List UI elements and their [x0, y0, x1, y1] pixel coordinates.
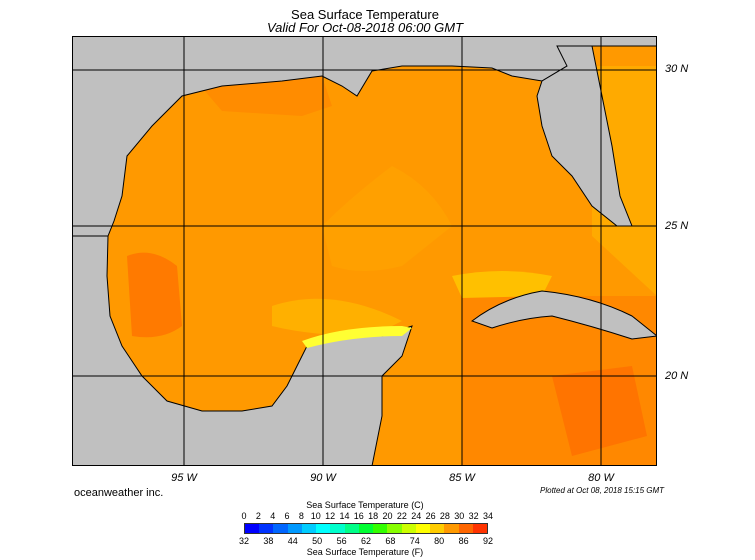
legend-tick-fahrenheit: 92 [482, 536, 494, 546]
legend-title-celsius: Sea Surface Temperature (C) [306, 500, 424, 510]
legend-tick-celsius: 4 [270, 511, 276, 521]
sst-warm-patch-caribbean [552, 366, 647, 456]
legend-tick-celsius: 32 [468, 511, 479, 521]
lon-label-90w: 90 W [310, 472, 336, 484]
legend-tick-celsius: 28 [439, 511, 450, 521]
legend-tick-celsius: 30 [454, 511, 465, 521]
lat-label-30n: 30 N [665, 63, 689, 75]
sst-map-svg [72, 36, 657, 466]
sst-atlantic [592, 66, 657, 296]
legend-swatch [287, 524, 302, 533]
legend-swatch [444, 524, 459, 533]
legend-swatch [273, 524, 288, 533]
legend-tick-celsius: 22 [396, 511, 407, 521]
legend-tick-fahrenheit: 68 [385, 536, 396, 546]
legend-tick-celsius: 16 [353, 511, 364, 521]
legend-swatch [245, 524, 260, 533]
legend-colorbar [244, 523, 488, 534]
legend-tick-celsius: 14 [339, 511, 350, 521]
legend-tick-celsius: 12 [325, 511, 336, 521]
legend-tick-celsius: 10 [310, 511, 321, 521]
legend-swatch [344, 524, 359, 533]
legend-swatch [415, 524, 431, 533]
legend-ticks-celsius: 0 2 4 6 8 10 12 14 16 18 20 22 24 26 28 30 32 34 [241, 511, 493, 522]
legend-swatch [430, 524, 445, 533]
sst-yellow-rim-yucatan [302, 326, 412, 348]
legend-swatch [358, 524, 374, 533]
legend-swatch [373, 524, 388, 533]
legend-tick-fahrenheit: 74 [409, 536, 420, 546]
graticule [72, 36, 657, 466]
legend-swatch [458, 524, 473, 533]
legend-tick-celsius: 2 [255, 511, 261, 521]
legend-tick-fahrenheit: 44 [287, 536, 298, 546]
legend-tick-fahrenheit: 50 [312, 536, 323, 546]
valid-time: Valid For Oct-08-2018 06:00 GMT [266, 20, 464, 35]
legend-tick-celsius: 34 [482, 511, 494, 521]
sst-map[interactable] [72, 36, 657, 466]
legend-ticks-fahrenheit: 32 38 44 50 56 62 68 74 80 86 92 [239, 536, 493, 547]
plotted-timestamp: Plotted at Oct 08, 2018 15:15 GMT [540, 486, 665, 495]
sst-cool-patch-campeche [272, 298, 402, 336]
legend-tick-celsius: 0 [241, 511, 247, 521]
map-title: Sea Surface Temperature [291, 7, 439, 22]
lon-label-85w: 85 W [449, 472, 475, 484]
legend-title-fahrenheit: Sea Surface Temperature (F) [306, 547, 424, 557]
legend-tick-celsius: 18 [368, 511, 379, 521]
legend-swatch [387, 524, 402, 533]
legend-tick-fahrenheit: 56 [336, 536, 347, 546]
legend-tick-fahrenheit: 32 [238, 536, 250, 546]
legend-swatch [301, 524, 317, 533]
land-cuba [470, 290, 657, 340]
sst-cool-patch-central [322, 166, 452, 271]
lat-label-20n: 20 N [665, 370, 689, 382]
legend-tick-celsius: 6 [284, 511, 290, 521]
map-frame [72, 36, 657, 466]
lat-label-25n: 25 N [665, 220, 689, 232]
legend-tick-fahrenheit: 86 [458, 536, 469, 546]
legend-tick-fahrenheit: 38 [263, 536, 274, 546]
legend-tick-celsius: 26 [425, 511, 436, 521]
legend-swatch [401, 524, 416, 533]
legend-swatch [259, 524, 274, 533]
legend-tick-celsius: 24 [411, 511, 422, 521]
legend-tick-fahrenheit: 62 [360, 536, 372, 546]
lon-label-95w: 95 W [171, 472, 197, 484]
sst-warm-patch-west [127, 252, 182, 338]
sst-cool-patch-straits [452, 271, 552, 298]
legend-tick-celsius: 8 [298, 511, 304, 521]
legend-tick-celsius: 20 [382, 511, 393, 521]
land-florida [536, 45, 633, 227]
legend-tick-fahrenheit: 80 [434, 536, 445, 546]
company-name: oceanweather inc. [74, 487, 164, 499]
legend-swatch [316, 524, 331, 533]
legend-swatch [330, 524, 345, 533]
legend-swatch [472, 524, 487, 533]
lon-label-80w: 80 W [588, 472, 614, 484]
